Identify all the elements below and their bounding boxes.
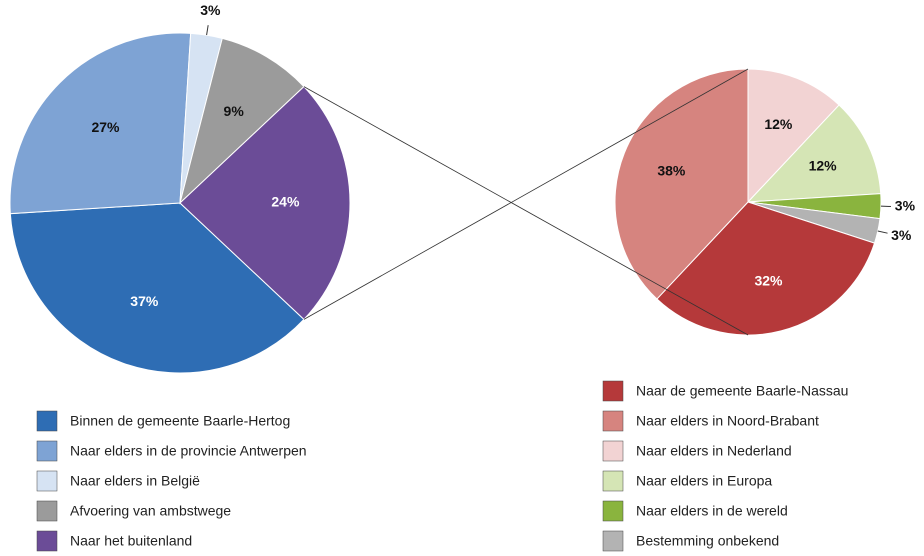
legend-label: Naar elders in Nederland [636, 443, 792, 459]
pie-slice [656, 201, 876, 336]
slice-label: 12% [764, 116, 793, 132]
legend-swatch [602, 380, 624, 402]
slice-label: 9% [224, 103, 245, 119]
legend-label: Naar het buitenland [70, 533, 192, 549]
pie-slice [614, 68, 749, 300]
legend-label: Bestemming onbekend [636, 533, 779, 549]
pie-slice [747, 68, 840, 204]
legend-label: Naar elders in België [70, 473, 200, 489]
legend-swatch [36, 470, 58, 492]
legend-label: Naar elders in de wereld [636, 503, 788, 519]
pie-slice [179, 37, 305, 205]
slice-label: 37% [130, 293, 159, 309]
leader-line [206, 25, 209, 36]
legend-swatch [36, 500, 58, 522]
legend-label: Naar de gemeente Baarle-Nassau [636, 383, 848, 399]
pie-slice [746, 104, 882, 203]
slice-label: 27% [91, 119, 120, 135]
connector-line [303, 86, 749, 336]
slice-label: 3% [200, 2, 221, 18]
legend-label: Naar elders in de provincie Antwerpen [70, 443, 307, 459]
slice-label: 3% [891, 227, 912, 243]
slice-label: 24% [271, 194, 300, 210]
legend-swatch [602, 470, 624, 492]
pie-slice [179, 85, 351, 321]
legend-swatch [602, 530, 624, 552]
pie-slice [9, 32, 192, 215]
legend-label: Naar elders in Europa [636, 473, 772, 489]
connector-line [303, 68, 749, 320]
slice-label: 32% [754, 273, 783, 289]
legend-swatch [36, 440, 58, 462]
legend-label: Binnen de gemeente Baarle-Hertog [70, 413, 290, 429]
legend-swatch [602, 440, 624, 462]
slice-label: 12% [809, 158, 838, 174]
slice-label: 3% [895, 198, 916, 214]
pie-slice [9, 202, 305, 374]
legend-label: Afvoering van ambstwege [70, 503, 231, 519]
legend-swatch [602, 410, 624, 432]
slice-label: 38% [657, 162, 686, 178]
legend-swatch [602, 500, 624, 522]
leader-line [877, 230, 888, 234]
legend-swatch [36, 410, 58, 432]
legend-label: Naar elders in Noord-Brabant [636, 413, 819, 429]
legend-swatch [36, 530, 58, 552]
